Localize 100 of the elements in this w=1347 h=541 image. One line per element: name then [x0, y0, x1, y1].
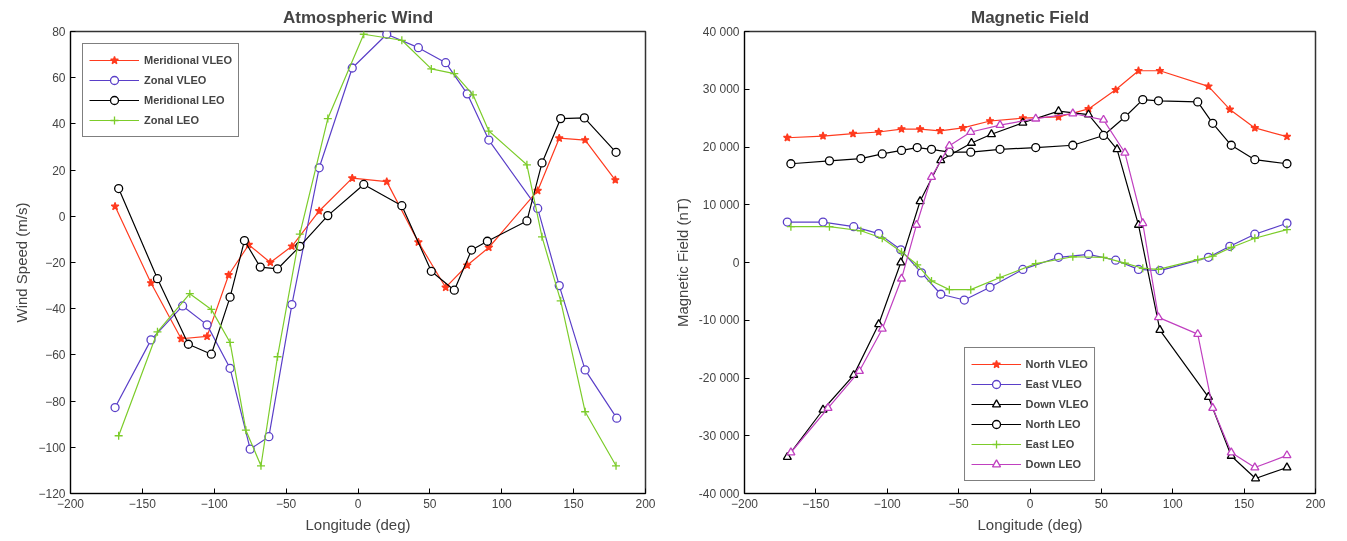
chart-title: Atmospheric Wind [282, 7, 434, 27]
point [1068, 140, 1078, 150]
point [985, 116, 995, 125]
point [926, 144, 937, 154]
point [382, 177, 392, 186]
y-tick-label: −60 [45, 348, 66, 363]
point [896, 273, 907, 282]
point [995, 272, 1005, 283]
point [114, 183, 124, 194]
legend-label: Meridional LEO [144, 94, 225, 106]
point [1282, 218, 1292, 228]
point [484, 126, 494, 136]
point [915, 124, 925, 133]
y-tick-label: 20 [52, 163, 66, 178]
point [579, 113, 590, 123]
point [786, 447, 796, 456]
x-tick-label: 200 [1305, 496, 1326, 511]
legend-label: North VLEO [1025, 358, 1088, 370]
y-tick-label: −20 [45, 256, 66, 270]
point [1138, 95, 1148, 105]
point [1120, 112, 1130, 122]
point [537, 232, 547, 242]
point [314, 206, 324, 215]
point [256, 461, 266, 471]
point [874, 127, 884, 136]
y-tick-label: -30 000 [698, 428, 740, 443]
point [611, 147, 621, 157]
point [985, 282, 995, 292]
y-axis-title: Wind Speed (m/s) [13, 202, 31, 323]
point [911, 219, 922, 228]
point [966, 126, 976, 135]
point [1153, 312, 1164, 321]
point [1098, 130, 1109, 141]
point [912, 142, 922, 153]
point [1053, 105, 1064, 115]
legend-label: Zonal VLEO [144, 74, 207, 86]
point [1134, 66, 1143, 75]
point [255, 262, 265, 272]
point [1138, 217, 1148, 227]
x-tick-label: 50 [1094, 496, 1109, 511]
x-tick-label: −150 [802, 496, 830, 511]
point [1282, 159, 1292, 169]
point [426, 266, 436, 276]
y-tick-label: 40 [52, 117, 66, 132]
x-axis-title: Longitude (deg) [305, 515, 411, 533]
point [1193, 97, 1203, 107]
x-tick-label: −100 [873, 496, 902, 511]
y-tick-label: -10 000 [698, 313, 740, 328]
point [896, 257, 906, 266]
point [522, 216, 532, 226]
x-tick-label: 100 [1162, 496, 1184, 511]
point [537, 158, 547, 168]
x-tick-label: 150 [563, 496, 584, 511]
point [441, 58, 451, 68]
point [1111, 85, 1121, 94]
y-tick-label: 0 [732, 255, 740, 270]
point [959, 295, 969, 305]
x-axis-title: Longitude (deg) [977, 515, 1083, 533]
point [612, 413, 622, 423]
x-tick-label: 200 [635, 496, 656, 511]
point [1250, 123, 1260, 132]
point [225, 363, 235, 373]
y-tick-label: 10 000 [702, 197, 740, 212]
point [824, 156, 835, 166]
point [554, 133, 564, 143]
y-tick-label: −40 [45, 302, 66, 317]
legend-label: Down LEO [1025, 458, 1082, 470]
point [958, 123, 968, 132]
y-tick-label: -20 000 [698, 371, 740, 385]
point [1250, 462, 1260, 471]
point [206, 349, 217, 359]
point [966, 147, 976, 157]
legend-label: Zonal LEO [144, 114, 199, 126]
point [818, 131, 828, 140]
point [225, 337, 235, 348]
y-tick-label: −100 [38, 440, 66, 455]
point [1098, 114, 1109, 123]
point [397, 201, 407, 211]
point [1282, 462, 1292, 471]
point [986, 129, 997, 138]
point [995, 144, 1005, 154]
point [1250, 155, 1260, 165]
x-tick-label: −50 [948, 496, 970, 511]
point [897, 124, 906, 133]
chart-title: Magnetic Field [970, 7, 1090, 27]
point [1225, 104, 1235, 114]
legend-label: North LEO [1025, 418, 1081, 430]
legend-label: Down VLEO [1025, 398, 1089, 410]
point [995, 119, 1005, 129]
point [239, 235, 250, 246]
point [966, 137, 977, 146]
point [1153, 96, 1164, 106]
x-tick-label: −150 [128, 496, 157, 511]
point [935, 126, 945, 135]
point [482, 236, 493, 246]
x-tick-label: 0 [1026, 496, 1034, 511]
y-tick-label: -40 000 [698, 486, 740, 501]
x-tick-label: −50 [275, 496, 297, 511]
point [580, 365, 590, 375]
point [1031, 113, 1041, 122]
